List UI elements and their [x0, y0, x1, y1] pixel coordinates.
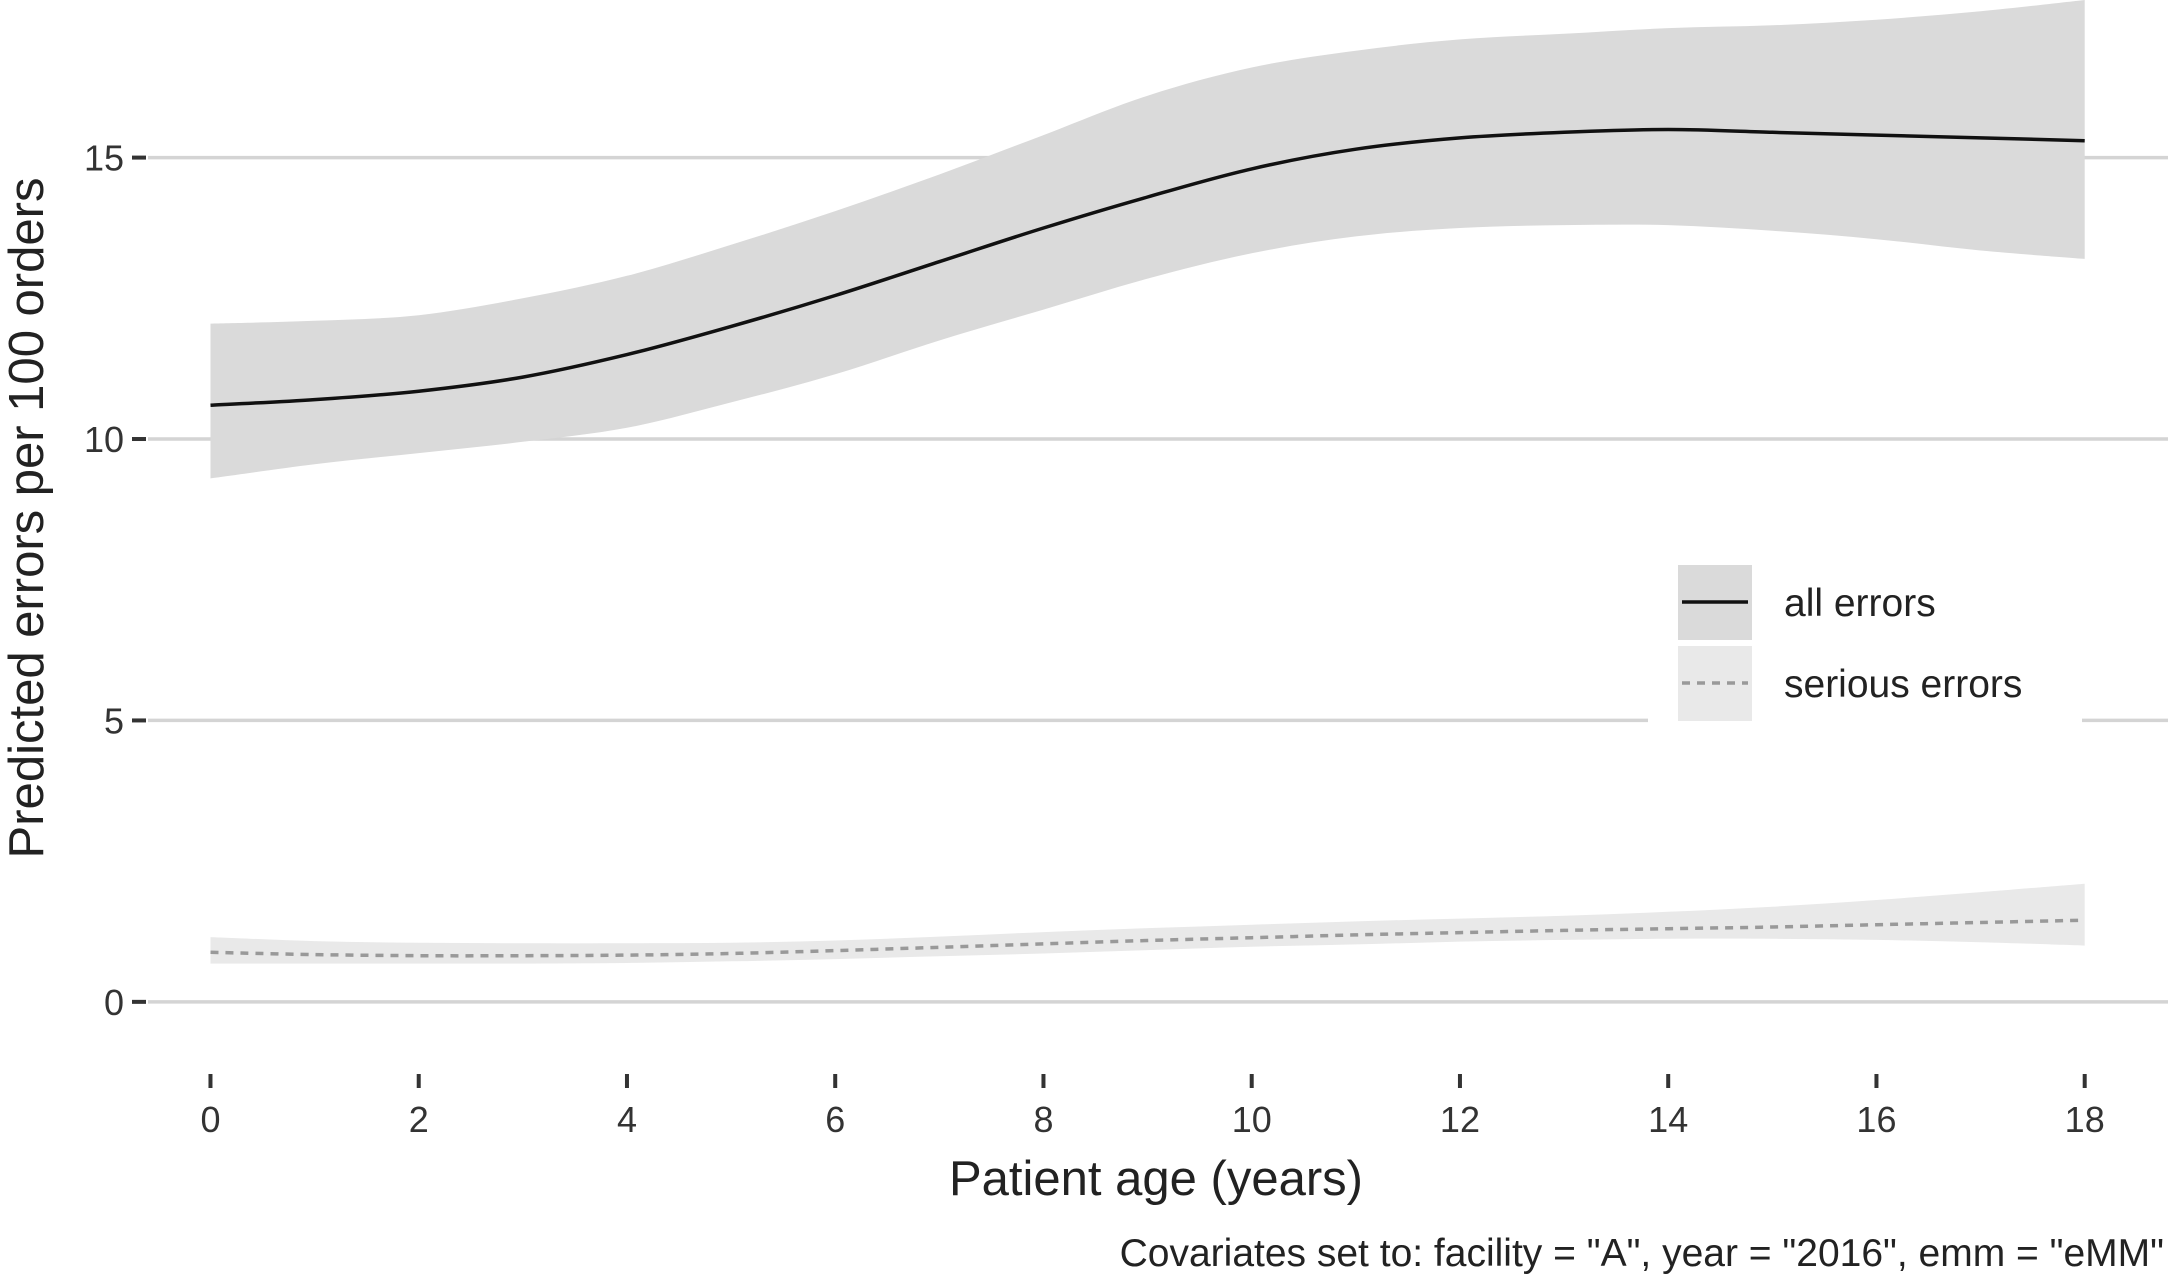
x-tick-label-16: 16: [1856, 1099, 1896, 1140]
x-axis-title: Patient age (years): [949, 1152, 1363, 1206]
y-tick-label-15: 15: [84, 138, 124, 179]
y-axis-title: Predicted errors per 100 orders: [0, 178, 54, 859]
x-tick-label-10: 10: [1232, 1099, 1272, 1140]
y-tick-label-0: 0: [104, 982, 124, 1023]
caption: Covariates set to: facility = "A", year …: [1120, 1232, 2164, 1275]
x-axis: 0 2 4 6 8 10 12 14 16 18: [200, 1074, 2105, 1140]
x-tick-label-18: 18: [2065, 1099, 2105, 1140]
x-tick-label-0: 0: [200, 1099, 220, 1140]
legend-label-serious-errors: serious errors: [1784, 663, 2022, 706]
line-all-errors: [210, 127, 2085, 407]
line-serious-errors: [210, 918, 2085, 958]
legend: all errors serious errors: [1648, 556, 2082, 734]
y-tick-label-10: 10: [84, 419, 124, 460]
x-tick-label-2: 2: [409, 1099, 429, 1140]
legend-label-all-errors: all errors: [1784, 582, 1936, 625]
confidence-bands: [210, 0, 2085, 964]
y-axis: 0 5 10 15: [84, 138, 146, 1023]
band-serious-errors: [210, 883, 2085, 964]
y-tick-label-5: 5: [104, 700, 124, 741]
series-lines: [210, 127, 2085, 958]
x-tick-label-6: 6: [825, 1099, 845, 1140]
x-tick-label-12: 12: [1440, 1099, 1480, 1140]
x-tick-label-14: 14: [1648, 1099, 1688, 1140]
band-all-errors: [210, 0, 2085, 479]
x-tick-label-4: 4: [617, 1099, 637, 1140]
x-tick-label-8: 8: [1033, 1099, 1053, 1140]
